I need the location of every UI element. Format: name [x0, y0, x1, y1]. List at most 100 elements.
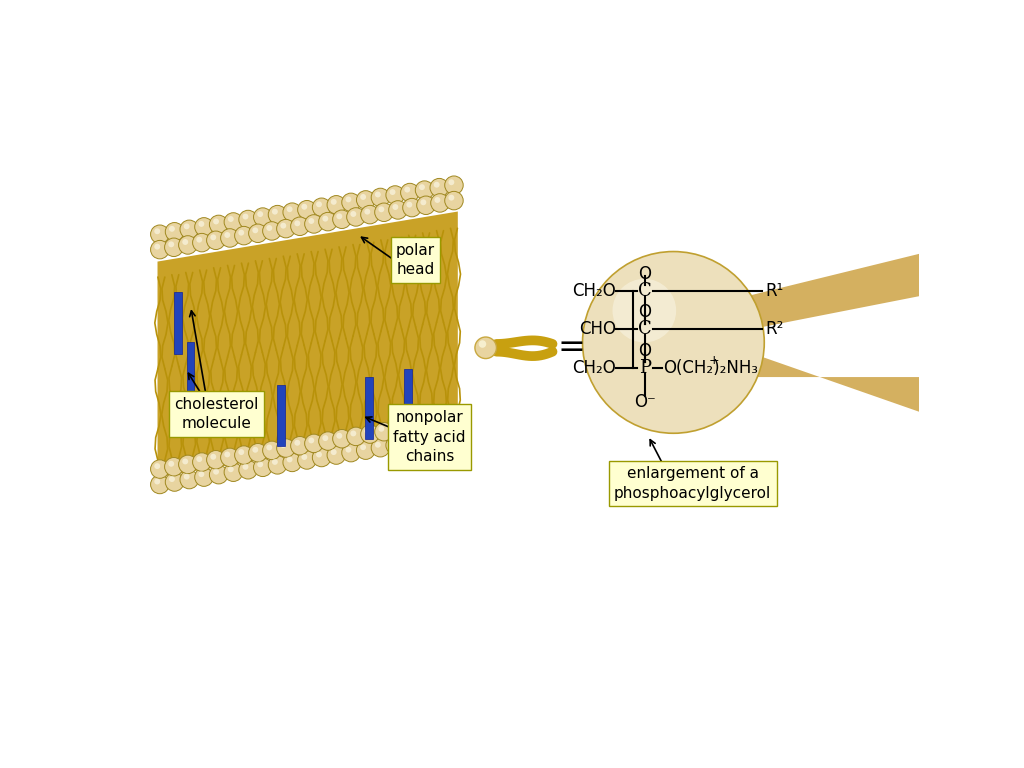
Circle shape — [379, 425, 384, 432]
Circle shape — [210, 465, 228, 484]
Circle shape — [268, 455, 287, 474]
Bar — [174, 293, 182, 354]
Circle shape — [583, 252, 764, 433]
Circle shape — [291, 217, 309, 236]
Bar — [403, 369, 412, 431]
Circle shape — [266, 445, 272, 450]
Circle shape — [430, 429, 449, 447]
Circle shape — [276, 220, 295, 238]
Circle shape — [318, 432, 337, 450]
Circle shape — [199, 472, 205, 477]
Circle shape — [254, 458, 272, 477]
Circle shape — [421, 419, 426, 425]
Circle shape — [431, 413, 450, 432]
Circle shape — [449, 195, 455, 200]
Circle shape — [386, 436, 404, 455]
Circle shape — [220, 229, 239, 247]
Circle shape — [386, 186, 404, 204]
Circle shape — [434, 182, 439, 187]
Circle shape — [183, 223, 189, 230]
Circle shape — [417, 415, 435, 434]
Circle shape — [165, 223, 183, 241]
Circle shape — [283, 453, 301, 472]
Circle shape — [151, 475, 169, 494]
Circle shape — [224, 213, 243, 231]
Circle shape — [347, 427, 366, 445]
Text: O: O — [638, 265, 651, 283]
Circle shape — [389, 200, 408, 219]
Circle shape — [210, 234, 216, 240]
Circle shape — [449, 179, 455, 185]
Circle shape — [434, 432, 439, 438]
Circle shape — [168, 461, 174, 467]
Circle shape — [294, 220, 300, 227]
Circle shape — [375, 442, 381, 448]
Circle shape — [375, 191, 381, 197]
Text: CH₂O: CH₂O — [572, 359, 615, 377]
Circle shape — [305, 434, 324, 452]
Circle shape — [434, 197, 440, 203]
Circle shape — [210, 454, 216, 460]
Circle shape — [371, 439, 390, 457]
Circle shape — [430, 178, 449, 197]
Circle shape — [402, 198, 421, 217]
Circle shape — [350, 431, 356, 436]
Circle shape — [312, 198, 331, 217]
Circle shape — [224, 452, 230, 458]
Circle shape — [336, 433, 342, 439]
Circle shape — [444, 426, 463, 445]
Circle shape — [257, 211, 263, 217]
Text: P: P — [639, 359, 651, 377]
Circle shape — [227, 216, 233, 222]
Circle shape — [180, 220, 199, 239]
Text: +: + — [709, 353, 720, 366]
Circle shape — [404, 437, 411, 443]
Circle shape — [287, 456, 293, 462]
Text: polar
head: polar head — [396, 243, 435, 277]
Circle shape — [379, 207, 384, 212]
Polygon shape — [731, 350, 920, 412]
Circle shape — [434, 416, 440, 422]
Circle shape — [407, 202, 413, 207]
Circle shape — [356, 190, 375, 209]
Circle shape — [301, 204, 307, 210]
Circle shape — [268, 205, 287, 223]
Circle shape — [400, 434, 419, 452]
Circle shape — [323, 216, 329, 222]
Circle shape — [287, 207, 293, 212]
Circle shape — [207, 451, 225, 469]
Text: O⁻: O⁻ — [634, 393, 655, 412]
Circle shape — [360, 444, 367, 450]
Circle shape — [168, 241, 174, 247]
Circle shape — [316, 452, 322, 458]
Circle shape — [356, 441, 375, 459]
Circle shape — [331, 449, 337, 455]
Circle shape — [155, 228, 160, 234]
Circle shape — [180, 470, 199, 488]
Circle shape — [155, 478, 160, 485]
Circle shape — [331, 199, 337, 205]
Circle shape — [298, 451, 316, 469]
Circle shape — [347, 207, 366, 227]
Circle shape — [365, 428, 371, 434]
Circle shape — [252, 447, 258, 452]
Circle shape — [421, 200, 426, 205]
Circle shape — [327, 445, 345, 465]
Text: R¹: R¹ — [766, 282, 784, 300]
Circle shape — [281, 223, 287, 229]
Circle shape — [262, 222, 282, 240]
Circle shape — [291, 436, 309, 455]
Circle shape — [327, 196, 345, 214]
Text: C: C — [638, 320, 652, 339]
Circle shape — [417, 196, 435, 214]
Circle shape — [178, 455, 197, 474]
Circle shape — [178, 236, 197, 254]
Circle shape — [213, 219, 219, 224]
Circle shape — [392, 204, 398, 210]
Circle shape — [252, 227, 258, 233]
Circle shape — [239, 449, 245, 455]
Circle shape — [323, 435, 329, 441]
Circle shape — [195, 217, 213, 236]
Circle shape — [431, 194, 450, 212]
Circle shape — [249, 224, 267, 243]
